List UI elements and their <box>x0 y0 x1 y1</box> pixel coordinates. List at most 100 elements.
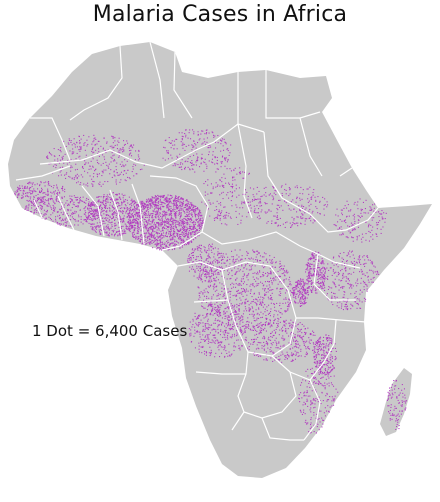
case-dot <box>56 186 58 188</box>
case-dot <box>325 268 327 270</box>
case-dot <box>175 232 177 234</box>
case-dot <box>223 185 225 187</box>
case-dot <box>225 157 227 159</box>
case-dot <box>300 222 302 224</box>
case-dot <box>180 228 182 230</box>
case-dot <box>226 259 228 261</box>
case-dot <box>205 129 207 131</box>
case-dot <box>50 219 52 221</box>
case-dot <box>179 205 181 207</box>
case-dot <box>196 265 198 267</box>
case-dot <box>265 186 267 188</box>
case-dot <box>170 212 172 214</box>
case-dot <box>191 220 193 222</box>
case-dot <box>173 229 175 231</box>
case-dot <box>148 218 150 220</box>
case-dot <box>33 195 35 197</box>
case-dot <box>304 301 306 303</box>
case-dot <box>297 286 299 288</box>
case-dot <box>193 224 195 226</box>
case-dot <box>323 214 325 216</box>
case-dot <box>112 147 114 149</box>
case-dot <box>193 164 195 166</box>
case-dot <box>313 270 315 272</box>
case-dot <box>99 206 101 208</box>
case-dot <box>117 140 119 142</box>
case-dot <box>365 298 367 300</box>
case-dot <box>164 199 166 201</box>
case-dot <box>142 208 144 210</box>
case-dot <box>192 227 194 229</box>
case-dot <box>172 237 174 239</box>
case-dot <box>309 280 311 282</box>
case-dot <box>163 232 165 234</box>
case-dot <box>320 268 322 270</box>
case-dot <box>194 215 196 217</box>
case-dot <box>76 168 78 170</box>
case-dot <box>271 220 273 222</box>
case-dot <box>330 267 332 269</box>
case-dot <box>91 223 93 225</box>
case-dot <box>256 313 258 315</box>
case-dot <box>126 207 128 209</box>
case-dot <box>225 307 227 309</box>
case-dot <box>266 310 268 312</box>
case-dot <box>113 154 115 156</box>
case-dot <box>116 144 118 146</box>
case-dot <box>108 232 110 234</box>
case-dot <box>204 141 206 143</box>
case-dot <box>212 265 214 267</box>
case-dot <box>353 264 355 266</box>
case-dot <box>192 248 194 250</box>
case-dot <box>271 283 273 285</box>
case-dot <box>84 210 86 212</box>
case-dot <box>272 196 274 198</box>
case-dot <box>185 222 187 224</box>
case-dot <box>169 201 171 203</box>
case-dot <box>182 228 184 230</box>
case-dot <box>180 242 182 244</box>
case-dot <box>191 209 193 211</box>
case-dot <box>221 321 223 323</box>
case-dot <box>347 252 349 254</box>
case-dot <box>223 285 225 287</box>
case-dot <box>156 222 158 224</box>
case-dot <box>258 252 260 254</box>
case-dot <box>164 223 166 225</box>
case-dot <box>235 204 237 206</box>
case-dot <box>88 205 90 207</box>
case-dot <box>131 214 133 216</box>
case-dot <box>200 133 202 135</box>
case-dot <box>200 223 202 225</box>
case-dot <box>126 226 128 228</box>
case-dot <box>348 273 350 275</box>
case-dot <box>160 238 162 240</box>
case-dot <box>301 289 303 291</box>
case-dot <box>199 220 201 222</box>
case-dot <box>97 225 99 227</box>
case-dot <box>134 210 136 212</box>
case-dot <box>193 210 195 212</box>
case-dot <box>146 208 148 210</box>
case-dot <box>191 204 193 206</box>
case-dot <box>48 152 50 154</box>
case-dot <box>113 208 115 210</box>
case-dot <box>214 157 216 159</box>
case-dot <box>234 261 236 263</box>
case-dot <box>216 320 218 322</box>
case-dot <box>315 206 317 208</box>
case-dot <box>134 228 136 230</box>
case-dot <box>238 256 240 258</box>
case-dot <box>216 289 218 291</box>
case-dot <box>199 227 201 229</box>
case-dot <box>134 206 136 208</box>
case-dot <box>250 210 252 212</box>
case-dot <box>64 191 66 193</box>
case-dot <box>207 281 209 283</box>
case-dot <box>254 265 256 267</box>
case-dot <box>270 271 272 273</box>
case-dot <box>186 224 188 226</box>
case-dot <box>335 264 337 266</box>
case-dot <box>257 271 259 273</box>
case-dot <box>147 201 149 203</box>
